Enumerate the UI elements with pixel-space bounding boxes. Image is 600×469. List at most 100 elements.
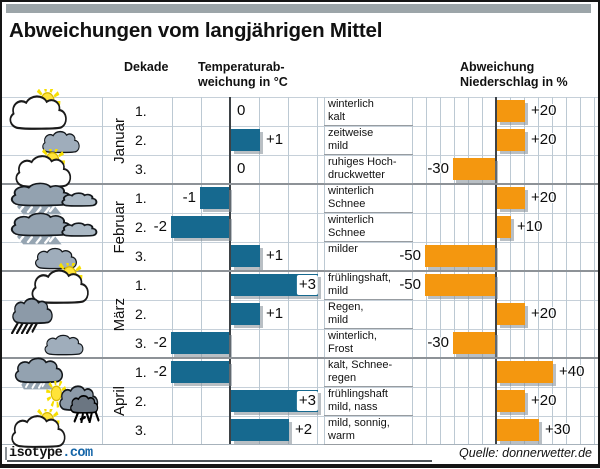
chart-row: 1. -1 winterlich Schnee +20 [2, 184, 598, 213]
column-header-precipitation: Abweichung Niederschlag in % [460, 60, 568, 89]
precipitation-bar [453, 158, 495, 180]
precipitation-bar [497, 390, 525, 412]
snow-clouds-icon [4, 211, 100, 246]
weather-description: Regen, mild [328, 301, 364, 326]
month-separator [2, 183, 598, 185]
precipitation-bar [497, 216, 511, 238]
chart-bottom-line [2, 444, 598, 445]
weather-description: frühlingshaft, mild [328, 272, 391, 297]
sun-cloud-icon [8, 409, 78, 449]
source-credit: Quelle: donnerwetter.de [459, 446, 592, 460]
description-separator [324, 357, 413, 358]
precipitation-value: -30 [427, 334, 449, 351]
description-separator [324, 183, 413, 184]
temperature-value: +3 [296, 275, 318, 295]
month-separator [2, 270, 598, 272]
weather-description: milder [328, 243, 358, 255]
top-gray-bar [6, 4, 591, 13]
description-separator [324, 328, 413, 329]
weather-description: winterlich, Frost [328, 330, 377, 355]
temperature-bar [231, 274, 318, 296]
precipitation-bar [497, 419, 539, 441]
sun-cloud-icon [6, 89, 80, 131]
temperature-bar [171, 216, 229, 238]
footer-tick [5, 447, 7, 460]
chart-row: 3. +1 milder -50 [2, 242, 598, 271]
precipitation-value: +20 [531, 392, 557, 409]
weather-description: winterlich Schnee [328, 214, 374, 239]
chart-row: 2. +1 Regen, mild +20 [2, 300, 598, 329]
temperature-bar [171, 332, 229, 354]
chart-row: 3. -2 winterlich, Frost -30 [2, 329, 598, 358]
dekade-label: 2. [135, 306, 147, 322]
chart-row: 2. +1 zeitweise mild +20 [2, 126, 598, 155]
precipitation-bar [425, 245, 495, 267]
chart-row: 1. 0 winterlich kalt +20 [2, 97, 598, 126]
temperature-bar [200, 187, 229, 209]
precipitation-bar [497, 100, 525, 122]
chart-area: Januar Februar März April 1. 0 winterlic… [2, 97, 598, 445]
description-separator [324, 154, 413, 155]
weather-description: kalt, Schnee- regen [328, 359, 393, 384]
precipitation-bar [497, 303, 525, 325]
brand-logo: isotype.com [9, 446, 93, 461]
precipitation-bar [497, 187, 525, 209]
precipitation-value: +20 [531, 305, 557, 322]
precipitation-value: +20 [531, 131, 557, 148]
temperature-value: +1 [266, 131, 284, 148]
dekade-label: 1. [135, 103, 147, 119]
temperature-value: +3 [296, 391, 318, 411]
weather-description: ruhiges Hoch- druckwetter [328, 156, 397, 181]
temperature-bar [231, 419, 289, 441]
brand-suffix: .com [62, 446, 93, 461]
temperature-bar [171, 361, 229, 383]
precipitation-bar [425, 274, 495, 296]
description-separator [324, 125, 413, 126]
temperature-value: +1 [266, 305, 284, 322]
precipitation-value: +40 [559, 363, 585, 380]
precipitation-bar [497, 361, 553, 383]
description-separator [324, 299, 413, 300]
temperature-value: 0 [237, 160, 246, 177]
precipitation-bar [497, 129, 525, 151]
weather-description: frühlingshaft mild, nass [328, 388, 388, 413]
precipitation-value: +20 [531, 189, 557, 206]
chart-row: 2. -2 winterlich Schnee +10 [2, 213, 598, 242]
precipitation-value: -30 [427, 160, 449, 177]
description-separator [324, 212, 413, 213]
precipitation-value: +30 [545, 421, 571, 438]
chart-row: 1. -2 kalt, Schnee- regen +40 [2, 358, 598, 387]
temperature-value: -1 [182, 189, 196, 206]
description-separator [324, 241, 413, 242]
chart-row: 1. +3 frühlingshaft, mild -50 [2, 271, 598, 300]
chart-row: 3. 0 ruhiges Hoch- druckwetter -30 [2, 155, 598, 184]
temperature-bar [231, 245, 260, 267]
temperature-value: -2 [153, 218, 167, 235]
precipitation-value: +10 [517, 218, 543, 235]
temperature-value: -2 [153, 363, 167, 380]
month-separator [2, 357, 598, 359]
description-separator [324, 415, 413, 416]
precipitation-value: -50 [399, 247, 421, 264]
page-title: Abweichungen vom langjährigen Mittel [9, 19, 383, 42]
column-header-dekade: Dekade [124, 60, 169, 74]
dekade-label: 2. [135, 393, 147, 409]
weather-description: winterlich kalt [328, 98, 374, 123]
brand-name: isotype [9, 446, 63, 461]
dekade-label: 1. [135, 277, 147, 293]
description-separator [324, 444, 413, 445]
precipitation-bar [453, 332, 495, 354]
precipitation-value: -50 [399, 276, 421, 293]
temperature-bar [231, 390, 318, 412]
temperature-bar [231, 303, 260, 325]
dekade-label: 1. [135, 190, 147, 206]
description-separator [324, 386, 413, 387]
footer-underline [7, 460, 432, 462]
dekade-label: 3. [135, 422, 147, 438]
dekade-label: 1. [135, 364, 147, 380]
weather-description: zeitweise mild [328, 127, 374, 152]
temperature-bar [231, 129, 260, 151]
description-separator [324, 270, 413, 271]
precipitation-value: +20 [531, 102, 557, 119]
